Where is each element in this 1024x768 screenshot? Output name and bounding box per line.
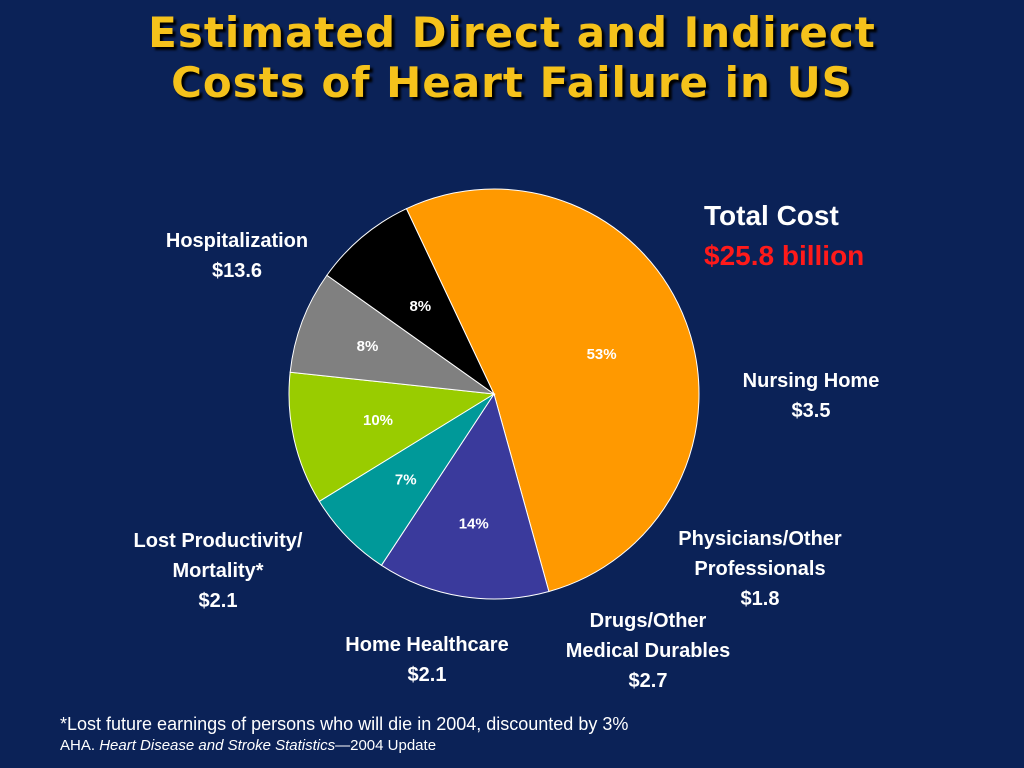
label-home-healthcare: Home Healthcare $2.1 — [316, 630, 538, 690]
title-line-1: Estimated Direct and Indirect — [148, 8, 876, 57]
pie-percent-label-hospitalization: 53% — [587, 346, 617, 363]
pie-percent-label-physicians-other-professionals: 7% — [395, 472, 417, 489]
label-physicians: Physicians/Other Professionals $1.8 — [640, 524, 880, 614]
pie-slice-drugs-other-medical-durables — [288, 371, 496, 503]
pie-slice-lost-productivity-mortality — [326, 207, 496, 396]
source-title: Heart Disease and Stroke Statistics — [99, 737, 336, 754]
label-hospitalization: Hospitalization $13.6 — [140, 226, 334, 286]
label-lost-productivity-line-2: Mortality* — [172, 560, 264, 582]
label-hospitalization-name: Hospitalization — [165, 230, 309, 252]
pie-slice-nursing-home — [380, 392, 550, 600]
title-line-2: Costs of Heart Failure in US — [171, 58, 853, 107]
pie-slice-home-healthcare — [289, 274, 496, 395]
label-drugs-value: $2.7 — [628, 670, 668, 692]
label-lost-productivity-value: $2.1 — [198, 590, 238, 612]
pie-percent-label-nursing-home: 14% — [459, 516, 489, 533]
source-prefix: AHA. — [60, 737, 100, 754]
pie-slice-hospitalization — [405, 188, 700, 593]
label-drugs: Drugs/Other Medical Durables $2.7 — [530, 606, 766, 696]
label-nursing-home-value: $3.5 — [791, 400, 831, 422]
label-drugs-line-2: Medical Durables — [565, 640, 731, 662]
label-drugs-line-1: Drugs/Other — [589, 610, 707, 632]
footnote-text: *Lost future earnings of persons who wil… — [60, 714, 629, 734]
source-citation: AHA. Heart Disease and Stroke Statistics… — [60, 736, 628, 756]
total-cost-label: Total Cost — [704, 200, 839, 231]
label-physicians-line-2: Professionals — [694, 558, 826, 580]
slide-title: Estimated Direct and Indirect Costs of H… — [0, 8, 1024, 108]
label-nursing-home-name: Nursing Home — [742, 370, 880, 392]
source-suffix: —2004 Update — [335, 737, 437, 754]
pie-percent-label-lost-productivity-mortality: 8% — [409, 298, 431, 315]
footnote: *Lost future earnings of persons who wil… — [60, 712, 628, 756]
label-nursing-home: Nursing Home $3.5 — [714, 366, 908, 426]
label-hospitalization-value: $13.6 — [211, 260, 263, 282]
label-physicians-line-1: Physicians/Other — [678, 528, 842, 550]
label-lost-productivity-line-1: Lost Productivity/ — [133, 530, 303, 552]
total-cost-block: Total Cost $25.8 billion — [704, 196, 864, 276]
pie-percent-label-drugs-other-medical-durables: 10% — [363, 412, 393, 429]
label-home-healthcare-value: $2.1 — [407, 664, 447, 686]
label-physicians-value: $1.8 — [740, 588, 780, 610]
label-home-healthcare-name: Home Healthcare — [345, 634, 509, 656]
pie-percent-label-home-healthcare: 8% — [357, 338, 379, 355]
total-cost-value: $25.8 billion — [704, 240, 865, 271]
label-lost-productivity: Lost Productivity/ Mortality* $2.1 — [100, 526, 336, 616]
